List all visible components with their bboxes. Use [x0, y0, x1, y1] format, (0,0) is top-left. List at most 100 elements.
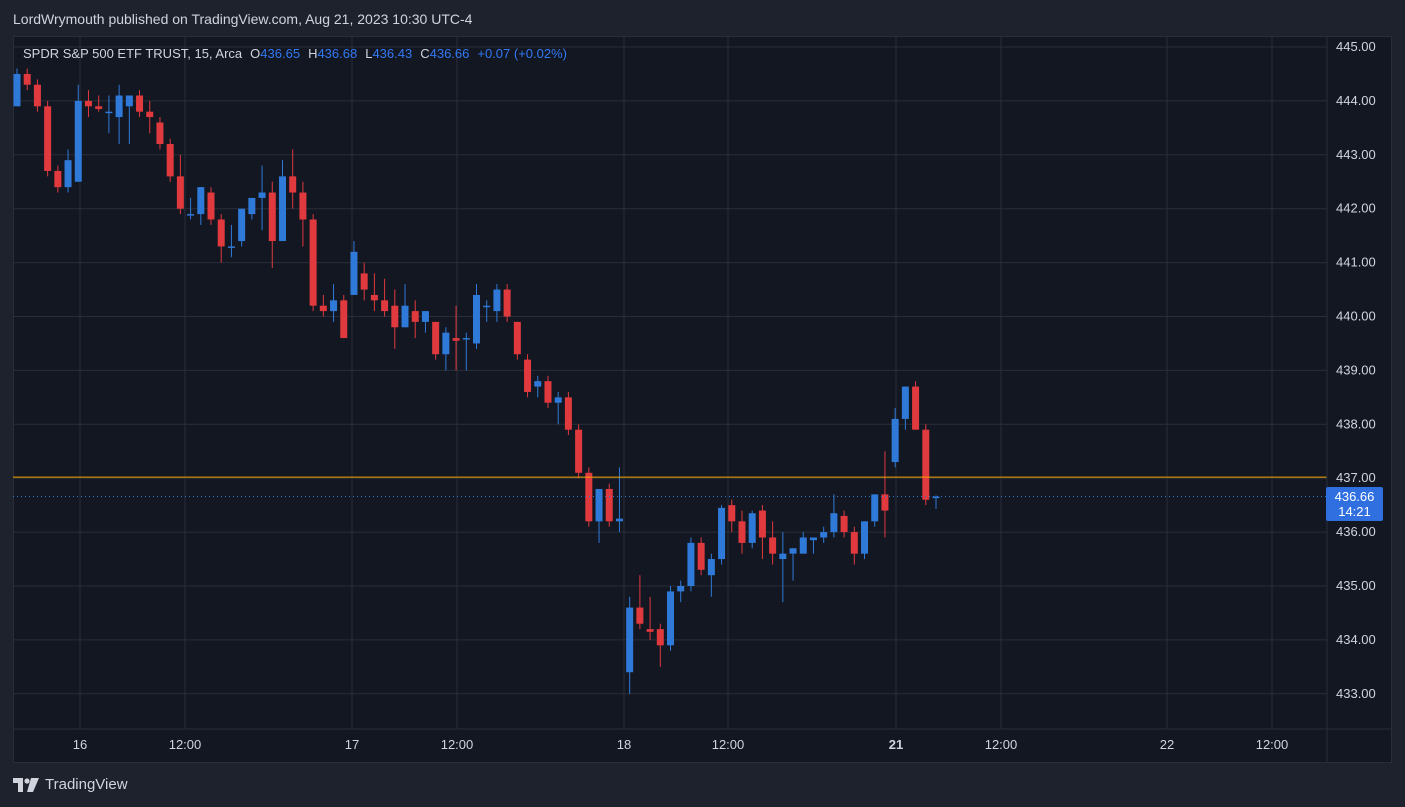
candle-body — [268, 192, 276, 242]
candle-up — [626, 596, 634, 694]
candlestick-chart[interactable]: 445.00 444.00 443.00 442.00 441.00 440.00 439.… — [13, 36, 1392, 763]
candle-body — [809, 537, 817, 541]
candle-body — [677, 586, 685, 592]
candle-down — [370, 273, 378, 312]
candle-up — [125, 95, 133, 145]
candle-body — [299, 192, 307, 220]
top-bar: LordWrymouth published on TradingView.co… — [0, 0, 1405, 36]
candle-down — [432, 321, 440, 360]
y-tick-label: 436.00 — [1336, 524, 1376, 539]
candle-body — [850, 532, 858, 554]
legend-close-value: 436.66 — [429, 46, 470, 61]
candle-body — [595, 488, 603, 522]
legend-high-label: H — [308, 46, 318, 61]
candle-down — [299, 181, 307, 247]
time-axis[interactable]: 16 12:00 17 12:00 18 12:00 21 12:00 22 12:00 — [73, 737, 1289, 752]
last-price-value: 436.66 — [1334, 489, 1375, 504]
candle-body — [452, 338, 460, 341]
x-tick-label: 12:00 — [712, 737, 745, 752]
candle-down — [452, 305, 460, 371]
candle-body — [166, 144, 174, 177]
candle-up — [401, 284, 409, 328]
chart-frame[interactable] — [13, 36, 1392, 763]
candle-down — [268, 181, 276, 268]
candle-up — [901, 386, 909, 430]
candle-down — [207, 187, 215, 225]
candle-body — [687, 542, 695, 586]
candle-body — [309, 219, 317, 306]
candle-body — [197, 187, 205, 215]
candle-body — [187, 214, 195, 216]
y-tick-label: 434.00 — [1336, 632, 1376, 647]
candle-body — [891, 418, 899, 463]
legend-symbol: SPDR S&P 500 ETF TRUST, 15, Arca — [23, 46, 243, 61]
candle-body — [33, 84, 41, 107]
candle-down — [23, 68, 31, 91]
candle-body — [23, 73, 31, 85]
candle-down — [728, 499, 736, 533]
candle-body — [74, 100, 82, 182]
candle-up — [534, 375, 542, 398]
candle-body — [370, 294, 378, 301]
candle-body — [564, 397, 572, 430]
y-tick-label: 443.00 — [1336, 147, 1376, 162]
x-tick-label: 22 — [1160, 737, 1174, 752]
candle-body — [483, 305, 491, 308]
price-axis[interactable]: 445.00 444.00 443.00 442.00 441.00 440.00 439.… — [1336, 39, 1376, 701]
candle-body — [697, 542, 705, 570]
candle-down — [524, 354, 532, 398]
candle-body — [421, 311, 429, 322]
candle-body — [258, 192, 266, 198]
candle-up — [278, 160, 286, 242]
candle-body — [95, 106, 103, 109]
candle-body — [136, 95, 144, 112]
x-tick-label: 17 — [345, 737, 359, 752]
candle-down — [503, 284, 511, 322]
candle-down — [840, 510, 848, 538]
candle-down — [605, 483, 613, 527]
candle-body — [411, 311, 419, 322]
publish-info: LordWrymouth published on TradingView.co… — [13, 11, 473, 27]
candle-down — [646, 596, 654, 640]
candle-down — [636, 575, 644, 630]
candle-down — [758, 505, 766, 560]
candle-body — [125, 95, 133, 107]
candle-up — [74, 84, 82, 182]
candle-body — [248, 197, 256, 215]
candle-body — [922, 429, 930, 500]
price-lines — [13, 476, 1327, 498]
candle-body — [881, 494, 889, 511]
candle-body — [748, 513, 756, 543]
candle-up — [667, 586, 675, 651]
candle-body — [442, 332, 450, 355]
candle-body — [789, 548, 797, 554]
candle-down — [411, 300, 419, 339]
candle-up — [615, 467, 623, 533]
candle-body — [799, 537, 807, 554]
candle-down — [391, 289, 399, 349]
legend-open-value: 436.65 — [260, 46, 301, 61]
candle-up — [442, 327, 450, 371]
candle-body — [513, 321, 521, 355]
candle-down — [136, 90, 144, 118]
brand[interactable]: TradingView — [13, 776, 128, 793]
candle-down — [33, 79, 41, 112]
candle-down — [319, 294, 327, 317]
candle-up — [861, 521, 869, 560]
candle-down — [84, 90, 92, 118]
candle-body — [718, 507, 726, 560]
candle-body — [861, 521, 869, 554]
candle-body — [932, 496, 940, 499]
candle-up — [64, 149, 72, 193]
candle-body — [503, 289, 511, 317]
candle-body — [728, 505, 736, 522]
candle-down — [922, 424, 930, 506]
symbol-legend: SPDR S&P 500 ETF TRUST, 15, Arca O 436.65… — [23, 46, 567, 61]
candle-up — [799, 532, 807, 554]
candle-body — [473, 294, 480, 344]
x-tick-label: 12:00 — [1256, 737, 1289, 752]
candle-down — [564, 391, 572, 436]
candle-down — [656, 623, 664, 667]
candle-body — [901, 386, 909, 419]
y-tick-label: 442.00 — [1336, 201, 1376, 216]
